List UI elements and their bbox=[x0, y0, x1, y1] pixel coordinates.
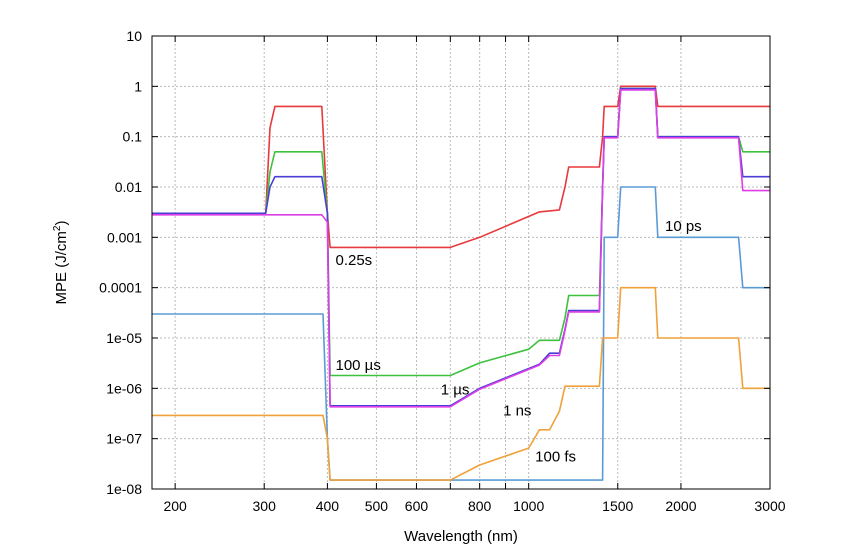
plot-frame bbox=[151, 35, 771, 490]
x-tick-label: 1000 bbox=[513, 498, 544, 514]
y-tick-label: 0.01 bbox=[115, 179, 142, 195]
y-tick-label: 0.1 bbox=[123, 129, 143, 145]
y-axis-title-superscript: 2 bbox=[52, 225, 63, 231]
x-axis-title: Wavelength (nm) bbox=[404, 528, 518, 545]
series-line-s-1us bbox=[152, 89, 770, 408]
label-100fs: 100 fs bbox=[535, 449, 576, 466]
y-tick-label: 10 bbox=[126, 28, 142, 44]
y-tick-label: 1e-08 bbox=[106, 481, 142, 497]
x-tick-label: 300 bbox=[253, 498, 277, 514]
label-100us: 100 µs bbox=[335, 357, 380, 374]
series-line-s-0-25s bbox=[152, 85, 770, 249]
y-tick-label: 0.001 bbox=[107, 229, 142, 245]
y-tick-label: 0.0001 bbox=[99, 280, 142, 296]
label-1us: 1 µs bbox=[441, 382, 470, 399]
y-axis-title-main: MPE (J/cm bbox=[53, 231, 70, 304]
grid-lines bbox=[152, 36, 770, 489]
x-tick-label: 400 bbox=[316, 498, 340, 514]
y-tick-label: 1e-06 bbox=[106, 380, 142, 396]
series-annotations: 0.25s 100 µs 1 µs 1 ns 100 fs 10 ps bbox=[335, 218, 701, 466]
x-tick-label: 500 bbox=[365, 498, 389, 514]
label-0-25s: 0.25s bbox=[335, 252, 372, 269]
series-line-s-100fs bbox=[152, 286, 770, 481]
x-tick-label: 800 bbox=[468, 498, 492, 514]
series-lines bbox=[152, 85, 770, 481]
y-tick-label: 1e-07 bbox=[106, 431, 142, 447]
label-1ns: 1 ns bbox=[503, 402, 531, 419]
x-tick-label: 3000 bbox=[754, 498, 785, 514]
x-tick-label: 1500 bbox=[602, 498, 633, 514]
x-tick-label: 200 bbox=[163, 498, 187, 514]
axis-ticks: 200 300 400 500 600 800 1000 1500 2000 3000 1e-08 1… bbox=[99, 28, 786, 514]
y-axis-title-end: ) bbox=[53, 221, 70, 226]
x-tick-label: 600 bbox=[405, 498, 429, 514]
x-tick-label: 2000 bbox=[665, 498, 696, 514]
label-10ps: 10 ps bbox=[665, 218, 702, 235]
y-tick-label: 1e-05 bbox=[106, 330, 142, 346]
y-axis-title: MPE (J/cm2) bbox=[52, 221, 70, 305]
y-tick-label: 1 bbox=[134, 78, 142, 94]
